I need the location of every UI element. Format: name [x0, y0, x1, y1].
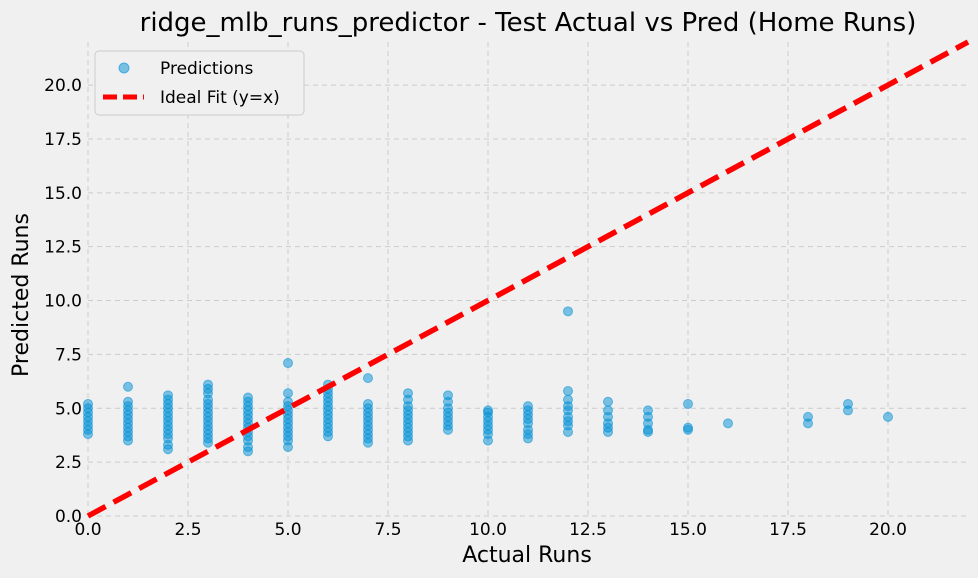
scatter-point: [123, 381, 133, 392]
scatter-point: [203, 379, 213, 390]
scatter-point: [643, 405, 653, 416]
scatter-point: [603, 396, 613, 407]
scatter-point: [523, 401, 533, 412]
y-tick-label: 15.0: [44, 184, 82, 204]
tick-labels: 0.0 2.5 5.0 7.5 10.0 12.5 15.0 17.5 20.0 0.0 2.5 5.…: [44, 76, 907, 540]
ideal-fit-line: [86, 39, 970, 519]
x-tick-label: 5.0: [274, 520, 301, 540]
legend-label-ideal-fit: Ideal Fit (y=x): [160, 88, 280, 108]
legend: Predictions Ideal Fit (y=x): [94, 50, 305, 116]
scatter-point: [363, 398, 373, 409]
scatter-point: [83, 398, 93, 409]
y-tick-label: 10.0: [44, 292, 82, 312]
scatter-point: [563, 306, 573, 317]
ideal-fit-layer: [86, 39, 970, 519]
x-tick-label: 2.5: [174, 520, 201, 540]
chart-title: ridge_mlb_runs_predictor - Test Actual v…: [140, 8, 917, 38]
scatter-point: [363, 373, 373, 384]
scatter-point: [883, 411, 893, 422]
scatter-point: [283, 358, 293, 369]
scatter-point: [243, 392, 253, 403]
scatter-point: [843, 398, 853, 409]
legend-label-predictions: Predictions: [160, 59, 253, 79]
scatter-point: [563, 386, 573, 397]
x-tick-label: 0.0: [74, 520, 101, 540]
x-tick-label: 17.5: [769, 520, 807, 540]
scatter-point: [163, 390, 173, 401]
scatter-point: [803, 411, 813, 422]
y-tick-label: 7.5: [55, 345, 82, 365]
scatter-point: [683, 398, 693, 409]
x-tick-label: 7.5: [374, 520, 401, 540]
scatter-point: [123, 396, 133, 407]
y-tick-label: 2.5: [55, 453, 82, 473]
y-tick-label: 0.0: [55, 507, 82, 527]
scatter-point: [683, 422, 693, 433]
x-tick-label: 15.0: [669, 520, 707, 540]
x-tick-label: 12.5: [569, 520, 607, 540]
scatter-point: [563, 394, 573, 405]
x-tick-label: 20.0: [869, 520, 907, 540]
y-tick-label: 20.0: [44, 76, 82, 96]
legend-marker-predictions: [118, 62, 130, 74]
y-axis-label: Predicted Runs: [9, 213, 34, 377]
scatter-point: [723, 418, 733, 429]
x-tick-label: 10.0: [469, 520, 507, 540]
grid: [87, 42, 968, 517]
scatter-point: [403, 388, 413, 399]
y-tick-label: 12.5: [44, 238, 82, 258]
scatter-point: [443, 390, 453, 401]
scatter-point: [603, 405, 613, 416]
y-tick-label: 17.5: [44, 130, 82, 150]
scatter-points: [83, 306, 893, 457]
scatter-point: [483, 405, 493, 416]
legend-box: [94, 50, 305, 116]
y-tick-label: 5.0: [55, 399, 82, 419]
x-axis-label: Actual Runs: [462, 543, 592, 568]
scatter-point: [283, 388, 293, 399]
scatter-point: [283, 396, 293, 407]
